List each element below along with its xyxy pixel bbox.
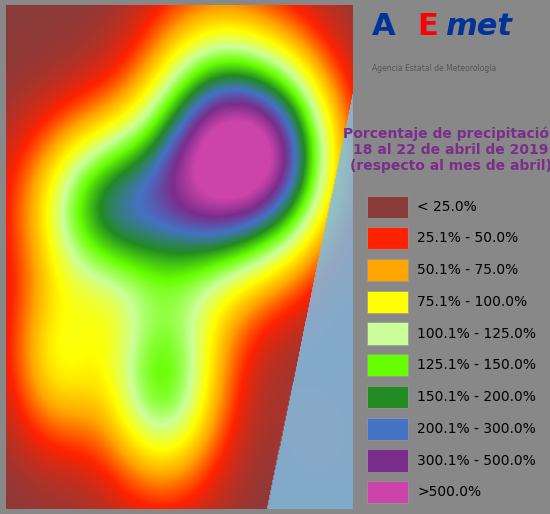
FancyBboxPatch shape <box>367 418 408 440</box>
Text: E: E <box>417 12 438 41</box>
Text: 100.1% - 125.0%: 100.1% - 125.0% <box>417 326 536 341</box>
Text: 300.1% - 500.0%: 300.1% - 500.0% <box>417 453 536 468</box>
Text: < 25.0%: < 25.0% <box>417 199 477 214</box>
Text: 150.1% - 200.0%: 150.1% - 200.0% <box>417 390 536 404</box>
Text: >500.0%: >500.0% <box>417 485 481 499</box>
Text: 200.1% - 300.0%: 200.1% - 300.0% <box>417 422 536 436</box>
FancyBboxPatch shape <box>367 259 408 281</box>
FancyBboxPatch shape <box>367 386 408 408</box>
Text: 25.1% - 50.0%: 25.1% - 50.0% <box>417 231 519 245</box>
Text: Agencia Estatal de Meteorología: Agencia Estatal de Meteorología <box>372 64 497 72</box>
FancyBboxPatch shape <box>367 195 408 218</box>
FancyBboxPatch shape <box>367 291 408 313</box>
FancyBboxPatch shape <box>367 322 408 345</box>
Text: Porcentaje de precipitación
18 al 22 de abril de 2019
(respecto al mes de abril): Porcentaje de precipitación 18 al 22 de … <box>343 126 550 173</box>
Text: A: A <box>372 12 396 41</box>
FancyBboxPatch shape <box>367 354 408 376</box>
Text: 50.1% - 75.0%: 50.1% - 75.0% <box>417 263 519 277</box>
Text: 75.1% - 100.0%: 75.1% - 100.0% <box>417 295 527 309</box>
Text: 125.1% - 150.0%: 125.1% - 150.0% <box>417 358 536 372</box>
Text: met: met <box>446 12 512 41</box>
FancyBboxPatch shape <box>367 449 408 471</box>
FancyBboxPatch shape <box>367 481 408 503</box>
FancyBboxPatch shape <box>367 227 408 249</box>
